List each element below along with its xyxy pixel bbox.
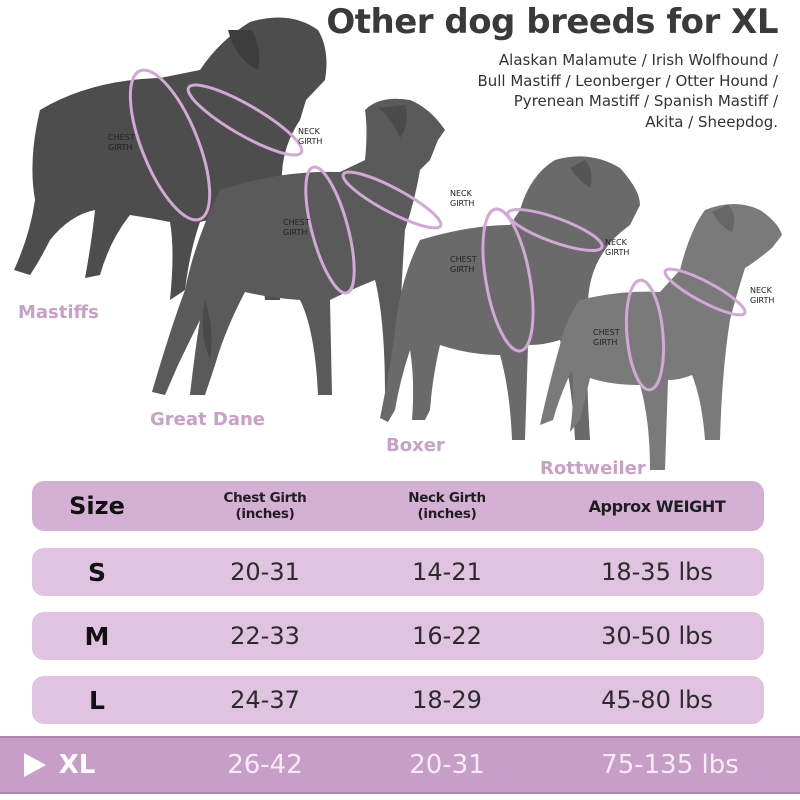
neck-cell: 20-31 xyxy=(409,750,485,780)
breed-great-dane: Great Dane xyxy=(150,409,265,430)
weight-cell: 30-50 lbs xyxy=(601,622,713,650)
table-row: L 24-37 18-29 45-80 lbs xyxy=(32,676,764,724)
weight-cell: 45-80 lbs xyxy=(601,686,713,714)
boxer-chest-label-1: CHEST xyxy=(450,255,477,264)
boxer-neck-label-1: NECK xyxy=(605,238,628,247)
size-cell: L xyxy=(89,685,105,715)
size-table-header: Size Chest Girth (inches) Neck Girth (in… xyxy=(32,481,764,531)
table-row: S 20-31 14-21 18-35 lbs xyxy=(32,548,764,596)
size-cell: XL xyxy=(58,750,96,780)
chest-cell: 24-37 xyxy=(230,686,300,714)
chest-cell: 22-33 xyxy=(230,622,300,650)
weight-cell: 18-35 lbs xyxy=(601,558,713,586)
rott-chest-label-1: CHEST xyxy=(593,328,620,337)
dane-neck-label-2: GIRTH xyxy=(450,199,474,208)
rottweiler-silhouette xyxy=(540,204,782,470)
neck-cell: 16-22 xyxy=(412,622,482,650)
dane-chest-label-1: CHEST xyxy=(283,218,310,227)
breed-mastiffs: Mastiffs xyxy=(18,302,99,323)
mastiff-chest-label-1: CHEST xyxy=(108,133,135,142)
breeds-line: Pyrenean Mastiff / Spanish Mastiff / xyxy=(513,92,778,110)
breeds-line: Alaskan Malamute / Irish Wolfhound / xyxy=(498,51,778,69)
neck-cell: 18-29 xyxy=(412,686,482,714)
dog-breeds-illustration: CHEST GIRTH NECK GIRTH CHEST GIRTH NECK … xyxy=(14,17,782,479)
mastiff-chest-label-2: GIRTH xyxy=(108,143,132,152)
girth-labels: CHEST GIRTH NECK GIRTH CHEST GIRTH NECK … xyxy=(108,127,774,347)
dane-neck-label-1: NECK xyxy=(450,189,473,198)
mastiff-silhouette xyxy=(14,17,327,300)
boxer-neck-label-2: GIRTH xyxy=(605,248,629,257)
header-weight: Approx WEIGHT xyxy=(588,496,726,516)
rott-neck-label-1: NECK xyxy=(750,286,773,295)
mastiff-neck-label-1: NECK xyxy=(298,127,321,136)
size-cell: S xyxy=(87,557,106,587)
breed-boxer: Boxer xyxy=(386,435,445,456)
dane-chest-label-2: GIRTH xyxy=(283,228,307,237)
play-triangle-icon xyxy=(24,753,46,777)
chest-cell: 26-42 xyxy=(227,750,303,780)
breed-names: Mastiffs Great Dane Boxer Rottweiler xyxy=(18,302,646,479)
size-cell: M xyxy=(84,621,110,651)
girth-straps xyxy=(128,68,747,392)
header-chest-girth: Chest Girth xyxy=(223,490,307,506)
header-neck-unit: (inches) xyxy=(417,506,477,522)
weight-cell: 75-135 lbs xyxy=(601,750,739,780)
other-breeds-list: Alaskan Malamute / Irish Wolfhound / Bul… xyxy=(358,50,778,132)
header-size: Size xyxy=(69,492,125,520)
breed-rottweiler: Rottweiler xyxy=(540,458,646,479)
great-dane-silhouette xyxy=(152,98,445,395)
table-row: M 22-33 16-22 30-50 lbs xyxy=(32,612,764,660)
page-title: Other dog breeds for XL xyxy=(326,2,778,42)
rott-chest-label-2: GIRTH xyxy=(593,338,617,347)
breeds-line: Bull Mastiff / Leonberger / Otter Hound … xyxy=(477,71,778,90)
table-row-highlighted: XL 26-42 20-31 75-135 lbs xyxy=(0,736,800,794)
breeds-line: Akita / Sheepdog. xyxy=(645,112,778,131)
rott-neck-label-2: GIRTH xyxy=(750,296,774,305)
mastiff-neck-label-2: GIRTH xyxy=(298,137,322,146)
header-chest-unit: (inches) xyxy=(235,506,295,522)
neck-cell: 14-21 xyxy=(412,558,482,586)
header-neck-girth: Neck Girth xyxy=(408,490,486,506)
boxer-chest-label-2: GIRTH xyxy=(450,265,474,274)
chest-cell: 20-31 xyxy=(230,558,300,586)
